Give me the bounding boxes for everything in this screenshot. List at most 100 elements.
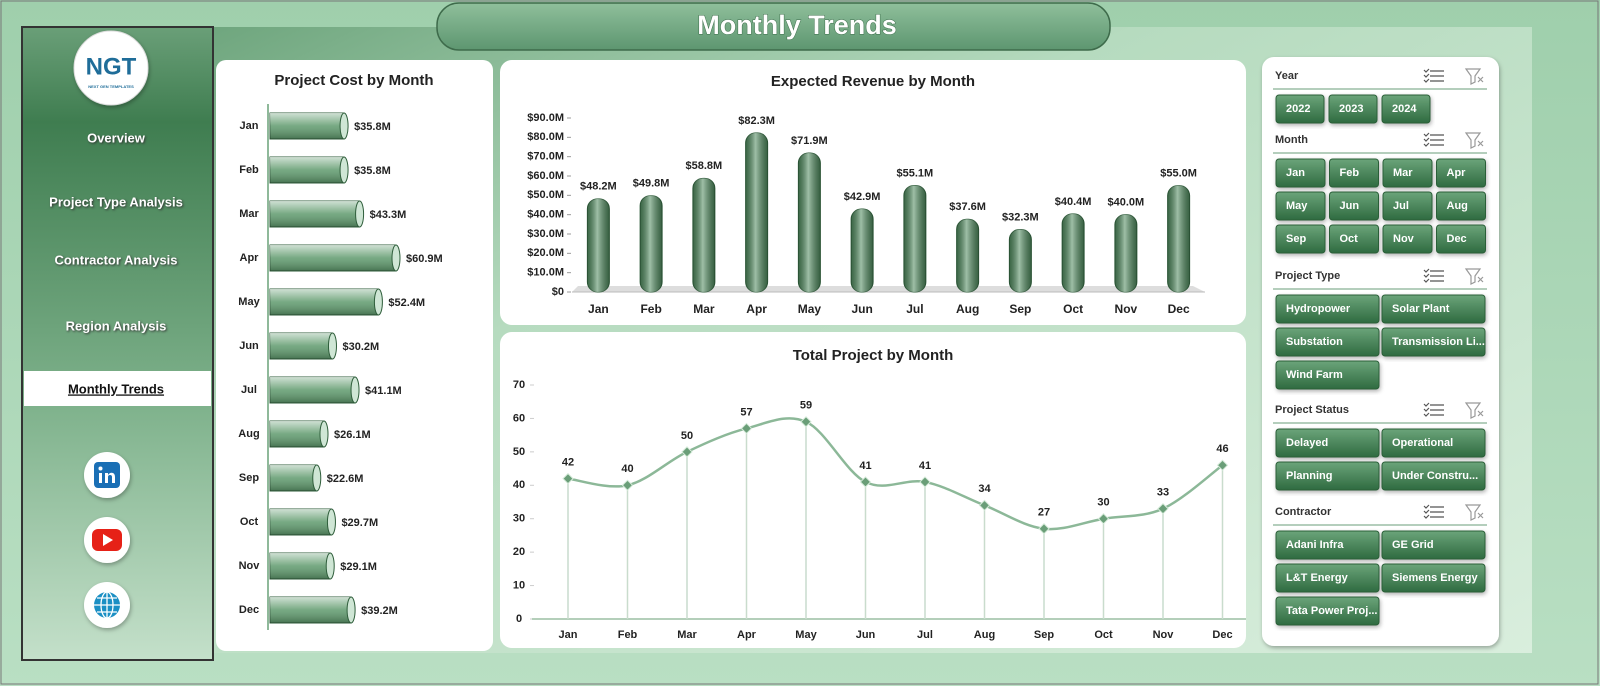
slicer-button[interactable] bbox=[1382, 191, 1433, 221]
slicer-button[interactable] bbox=[1381, 563, 1486, 593]
slicer-item[interactable]: GE Grid bbox=[1392, 539, 1434, 551]
nav-item[interactable]: Monthly Trends bbox=[68, 381, 164, 396]
slicer-item[interactable]: Hydropower bbox=[1286, 303, 1351, 315]
multi-select-icon[interactable] bbox=[1423, 132, 1444, 147]
slicer-button[interactable] bbox=[1275, 158, 1326, 188]
clear-filter-icon[interactable] bbox=[1464, 402, 1484, 419]
nav-item[interactable]: Overview bbox=[87, 130, 146, 145]
revenue-card bbox=[500, 60, 1246, 325]
value-label: $29.7M bbox=[341, 517, 378, 529]
slicer-item[interactable]: Under Constru... bbox=[1392, 470, 1478, 482]
slicer-button[interactable] bbox=[1275, 563, 1380, 593]
slicer-item[interactable]: Wind Farm bbox=[1286, 369, 1343, 381]
slicer-button[interactable] bbox=[1275, 461, 1380, 491]
x-tick-label: Aug bbox=[974, 629, 995, 641]
slicer-item[interactable]: 2023 bbox=[1339, 103, 1363, 115]
point bbox=[1038, 523, 1050, 535]
slicer-item[interactable]: Solar Plant bbox=[1392, 303, 1450, 315]
slicer-button[interactable] bbox=[1275, 428, 1380, 458]
slicer-item[interactable]: Adani Infra bbox=[1286, 539, 1344, 551]
slicer-item[interactable]: May bbox=[1286, 200, 1308, 212]
value-label: $39.2M bbox=[361, 605, 398, 617]
value-label: 50 bbox=[681, 430, 693, 442]
slicer-item[interactable]: Tata Power Proj... bbox=[1286, 605, 1378, 617]
y-tick-label: Jun bbox=[239, 340, 259, 352]
slicer-button[interactable] bbox=[1436, 224, 1486, 254]
slicer-item[interactable]: Jul bbox=[1393, 200, 1409, 212]
slicer-item[interactable]: Apr bbox=[1447, 167, 1467, 179]
multi-select-icon[interactable] bbox=[1423, 68, 1444, 83]
bar-shine bbox=[270, 333, 333, 359]
y-tick-label: Aug bbox=[238, 428, 259, 440]
slicer-button[interactable] bbox=[1381, 530, 1486, 560]
y-tick-label: $60.0M bbox=[527, 170, 564, 182]
slicer-button[interactable] bbox=[1275, 596, 1380, 626]
column-shine bbox=[903, 185, 926, 292]
nav-item[interactable]: Project Type Analysis bbox=[49, 194, 183, 209]
slicer-button[interactable] bbox=[1275, 530, 1380, 560]
slicer-button[interactable] bbox=[1275, 294, 1380, 324]
slicer-item[interactable]: Jun bbox=[1340, 200, 1360, 212]
x-tick-label: Aug bbox=[956, 302, 979, 316]
point bbox=[800, 416, 812, 428]
slicer-item[interactable]: Operational bbox=[1392, 437, 1453, 449]
x-tick-label: May bbox=[795, 629, 817, 641]
bar-shine bbox=[270, 157, 345, 183]
slicer-button[interactable] bbox=[1436, 191, 1486, 221]
multi-select-icon[interactable] bbox=[1423, 402, 1444, 417]
slicer-button[interactable] bbox=[1275, 327, 1380, 357]
slicer-item[interactable]: Planning bbox=[1286, 470, 1332, 482]
nav-item[interactable]: Contractor Analysis bbox=[54, 252, 177, 267]
y-tick-label: 20 bbox=[513, 546, 525, 558]
value-label: $22.6M bbox=[327, 473, 364, 485]
slicer-item[interactable]: Feb bbox=[1340, 167, 1360, 179]
y-tick-label: $10.0M bbox=[527, 267, 564, 279]
y-tick-label: Mar bbox=[239, 208, 259, 220]
slicer-button[interactable] bbox=[1275, 360, 1380, 390]
slicer-item[interactable]: Delayed bbox=[1286, 437, 1328, 449]
x-tick-label: Apr bbox=[737, 629, 757, 641]
y-tick-label: 10 bbox=[513, 579, 525, 591]
y-tick-label: Jan bbox=[240, 120, 259, 132]
slicer-item[interactable]: 2022 bbox=[1286, 103, 1310, 115]
slicer-button[interactable] bbox=[1275, 224, 1326, 254]
x-tick-label: Jun bbox=[856, 629, 876, 641]
value-label: 33 bbox=[1157, 487, 1169, 499]
slicer-item[interactable]: Transmission Li... bbox=[1392, 336, 1485, 348]
slicer-item[interactable]: Siemens Energy bbox=[1392, 572, 1478, 584]
slicer-button[interactable] bbox=[1381, 327, 1486, 357]
slicer-item[interactable]: Aug bbox=[1447, 200, 1468, 212]
slicer-item[interactable]: 2024 bbox=[1392, 103, 1417, 115]
slicer-item[interactable]: Oct bbox=[1340, 233, 1359, 245]
slicer-button[interactable] bbox=[1329, 191, 1379, 221]
slicer-button[interactable] bbox=[1329, 224, 1379, 254]
slicer-item[interactable]: Nov bbox=[1393, 233, 1415, 245]
slicer-button[interactable] bbox=[1381, 428, 1486, 458]
slicer-button[interactable] bbox=[1275, 191, 1326, 221]
slicer-button[interactable] bbox=[1436, 158, 1486, 188]
clear-filter-icon[interactable] bbox=[1464, 68, 1484, 85]
slicer-button[interactable] bbox=[1382, 158, 1433, 188]
multi-select-icon[interactable] bbox=[1423, 268, 1444, 283]
slicer-item[interactable]: Sep bbox=[1286, 233, 1306, 245]
slicer-item[interactable]: L&T Energy bbox=[1286, 572, 1349, 584]
clear-filter-icon[interactable] bbox=[1464, 504, 1484, 521]
slicer-button[interactable] bbox=[1329, 158, 1379, 188]
nav-item[interactable]: Region Analysis bbox=[66, 318, 167, 333]
slicer-item[interactable]: Dec bbox=[1447, 233, 1467, 245]
slicer-item[interactable]: Mar bbox=[1393, 167, 1413, 179]
slicer-button[interactable] bbox=[1381, 461, 1486, 491]
slicer-button[interactable] bbox=[1382, 224, 1433, 254]
clear-filter-icon[interactable] bbox=[1464, 268, 1484, 285]
slicer-button[interactable] bbox=[1381, 94, 1431, 124]
clear-filter-icon[interactable] bbox=[1464, 132, 1484, 149]
column-shine bbox=[692, 178, 715, 292]
value-label: $29.1M bbox=[340, 561, 377, 573]
slicer-button[interactable] bbox=[1328, 94, 1378, 124]
slicer-item[interactable]: Substation bbox=[1286, 336, 1343, 348]
slicer-button[interactable] bbox=[1275, 94, 1325, 124]
slicer-button[interactable] bbox=[1381, 294, 1486, 324]
slicer-item[interactable]: Jan bbox=[1286, 167, 1305, 179]
x-tick-label: Jan bbox=[588, 302, 609, 316]
multi-select-icon[interactable] bbox=[1423, 504, 1444, 519]
